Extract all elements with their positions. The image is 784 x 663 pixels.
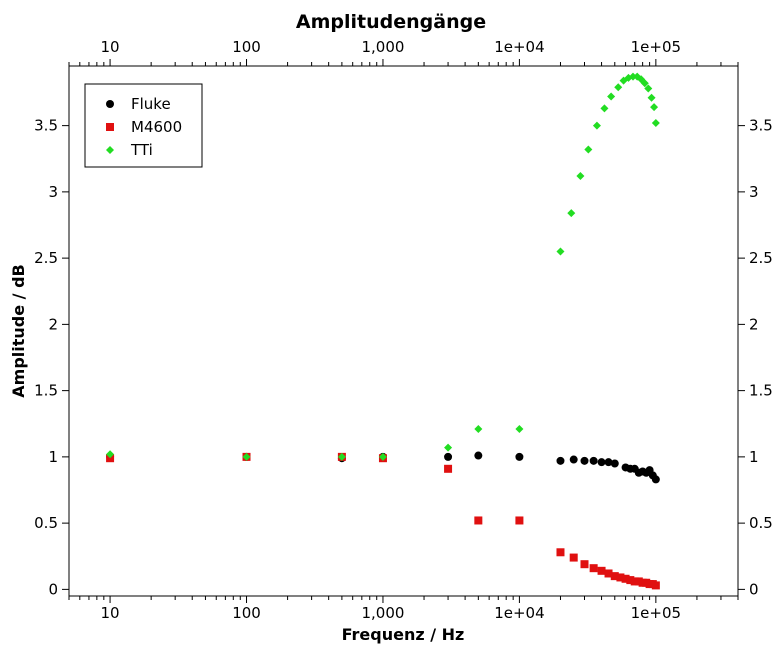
data-point-m4600 bbox=[444, 464, 453, 473]
x-tick-label-top: 1,000 bbox=[361, 38, 404, 56]
data-point-tti bbox=[640, 79, 649, 88]
data-point-tti bbox=[592, 121, 601, 130]
data-point-m4600 bbox=[515, 516, 524, 525]
data-point-m4600 bbox=[597, 566, 606, 575]
data-point-m4600 bbox=[589, 564, 598, 573]
series-tti-points bbox=[106, 72, 660, 461]
x-tick-label-top: 100 bbox=[232, 38, 261, 56]
data-point-tti bbox=[474, 425, 483, 434]
data-point-m4600 bbox=[569, 553, 578, 562]
series-m4600-points bbox=[106, 452, 660, 590]
data-point-m4600 bbox=[604, 569, 613, 578]
y-tick-label-right: 3.5 bbox=[749, 117, 773, 135]
data-point-tti bbox=[584, 145, 593, 154]
legend-box bbox=[84, 83, 203, 168]
y-tick-label-left: 0 bbox=[48, 580, 58, 598]
x-tick-label-top: 1e+05 bbox=[631, 38, 681, 56]
data-point-m4600 bbox=[626, 576, 635, 585]
data-point-tti bbox=[515, 425, 524, 434]
data-point-tti bbox=[628, 72, 637, 81]
data-point-fluke bbox=[651, 475, 660, 484]
data-point-m4600 bbox=[630, 577, 639, 586]
data-point-tti bbox=[378, 452, 387, 461]
y-tick-label-left: 1 bbox=[48, 448, 58, 466]
legend-marker-m4600 bbox=[106, 123, 114, 131]
y-tick-label-right: 2.5 bbox=[749, 249, 773, 267]
y-tick-label-right: 3 bbox=[749, 183, 759, 201]
data-point-tti bbox=[614, 83, 623, 92]
x-tick-label-bottom: 100 bbox=[232, 604, 261, 622]
data-point-tti bbox=[650, 103, 659, 112]
y-tick-label-right: 0.5 bbox=[749, 514, 773, 532]
x-tick-label-bottom: 10 bbox=[101, 604, 120, 622]
x-axis-label: Frequenz / Hz bbox=[342, 625, 465, 644]
data-point-tti bbox=[644, 84, 653, 93]
y-tick-label-left: 3.5 bbox=[34, 117, 58, 135]
y-tick-label-left: 0.5 bbox=[34, 514, 58, 532]
x-tick-label-bottom: 1,000 bbox=[361, 604, 404, 622]
y-tick-label-right: 1.5 bbox=[749, 382, 773, 400]
legend-label-fluke: Fluke bbox=[131, 95, 171, 113]
legend-marker-tti bbox=[106, 146, 114, 154]
y-tick-label-right: 2 bbox=[749, 315, 759, 333]
data-point-tti bbox=[337, 452, 346, 461]
data-point-tti bbox=[556, 247, 565, 256]
data-point-tti bbox=[106, 450, 115, 459]
data-point-tti bbox=[444, 443, 453, 452]
plot-frame bbox=[68, 65, 739, 597]
axes-layer: 10101001001,0001,0001e+041e+041e+051e+05… bbox=[34, 38, 773, 622]
chart-title: Amplitudengänge bbox=[296, 11, 486, 33]
legend-label-m4600: M4600 bbox=[131, 118, 182, 136]
legend-entries: Fluke M4600 TTi bbox=[106, 95, 182, 159]
data-point-m4600 bbox=[556, 548, 565, 557]
data-point-tti bbox=[600, 104, 609, 113]
legend-label-tti: TTi bbox=[130, 141, 153, 159]
y-tick-label-left: 1.5 bbox=[34, 382, 58, 400]
data-point-fluke bbox=[569, 455, 578, 464]
legend-marker-fluke bbox=[106, 100, 114, 108]
y-tick-label-left: 2 bbox=[48, 315, 58, 333]
data-point-m4600 bbox=[616, 573, 625, 582]
data-point-fluke bbox=[589, 456, 598, 465]
data-point-fluke bbox=[474, 451, 483, 460]
data-point-m4600 bbox=[621, 574, 630, 583]
data-point-tti bbox=[647, 93, 656, 102]
x-tick-label-bottom: 1e+05 bbox=[631, 604, 681, 622]
data-point-fluke bbox=[604, 458, 613, 467]
data-point-m4600 bbox=[474, 516, 483, 525]
y-tick-label-left: 2.5 bbox=[34, 249, 58, 267]
data-point-m4600 bbox=[580, 560, 589, 569]
y-tick-label-right: 1 bbox=[749, 448, 759, 466]
data-point-m4600 bbox=[610, 572, 619, 581]
data-point-tti bbox=[567, 209, 576, 218]
data-point-fluke bbox=[444, 452, 453, 461]
data-point-fluke bbox=[515, 452, 524, 461]
y-tick-label-left: 3 bbox=[48, 183, 58, 201]
data-point-fluke bbox=[580, 456, 589, 465]
data-point-tti bbox=[242, 452, 251, 461]
data-point-tti bbox=[576, 171, 585, 180]
y-axis-label: Amplitude / dB bbox=[9, 264, 28, 397]
data-point-fluke bbox=[597, 458, 606, 467]
x-tick-label-top: 1e+04 bbox=[494, 38, 544, 56]
legend: Fluke M4600 TTi bbox=[84, 83, 203, 168]
data-point-fluke bbox=[556, 456, 565, 465]
marks-layer bbox=[106, 72, 660, 590]
data-point-m4600 bbox=[651, 581, 660, 590]
data-point-tti bbox=[651, 118, 660, 127]
data-point-fluke bbox=[610, 459, 619, 468]
y-tick-label-right: 0 bbox=[749, 580, 759, 598]
x-tick-label-top: 10 bbox=[101, 38, 120, 56]
x-tick-label-bottom: 1e+04 bbox=[494, 604, 544, 622]
data-point-tti bbox=[607, 92, 616, 101]
